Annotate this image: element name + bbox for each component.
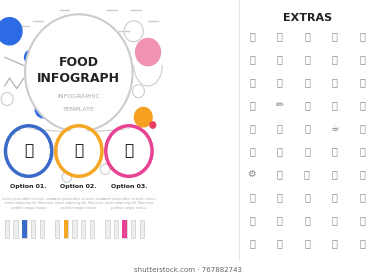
Bar: [123, 220, 127, 238]
Text: 🍐: 🍐: [305, 77, 310, 87]
Text: 🌽: 🌽: [305, 31, 310, 41]
Text: 🔍: 🔍: [305, 238, 310, 248]
Text: 🎂: 🎂: [277, 31, 283, 41]
Text: 🍇: 🍇: [305, 100, 310, 110]
Text: 🥗: 🥗: [332, 192, 338, 202]
Text: TEMPLATE: TEMPLATE: [63, 107, 95, 112]
Text: 🍱: 🍱: [305, 123, 310, 133]
Text: 🍔: 🍔: [250, 100, 255, 110]
Circle shape: [24, 50, 38, 65]
Circle shape: [8, 129, 49, 173]
Circle shape: [109, 129, 149, 173]
Text: 🍴: 🍴: [250, 123, 255, 133]
Circle shape: [111, 142, 128, 160]
Circle shape: [59, 129, 99, 173]
Text: shutterstock.com · 767882743: shutterstock.com · 767882743: [134, 267, 242, 273]
Text: 🎀: 🎀: [332, 238, 338, 248]
Text: ☕: ☕: [331, 123, 339, 133]
Text: 🎁: 🎁: [250, 238, 255, 248]
Bar: [64, 220, 68, 238]
Text: 🐸: 🐸: [359, 215, 365, 225]
Text: ⏰: ⏰: [359, 100, 365, 110]
Circle shape: [25, 14, 132, 132]
Text: 📋: 📋: [277, 238, 283, 248]
Text: INFOGRAPHIC: INFOGRAPHIC: [57, 94, 100, 99]
Text: 🍕: 🍕: [250, 31, 255, 41]
Text: 🍩: 🍩: [332, 169, 338, 179]
Text: ⚙️: ⚙️: [248, 169, 257, 179]
Bar: [81, 220, 85, 238]
Bar: [72, 220, 77, 238]
Text: Lorem ipsum dolor sit amet, consec
tetuer adipiscing elit. Maecenas
porttitor co: Lorem ipsum dolor sit amet, consec tetue…: [102, 197, 156, 210]
Text: 🥤: 🥤: [332, 146, 338, 156]
Bar: [55, 220, 59, 238]
Bar: [22, 220, 26, 238]
Text: 🍜: 🍜: [250, 77, 255, 87]
Text: 🫘: 🫘: [277, 192, 283, 202]
Circle shape: [49, 111, 56, 118]
Bar: [131, 220, 135, 238]
Text: Option 02.: Option 02.: [61, 184, 97, 189]
Bar: [64, 220, 68, 238]
Text: 🥐: 🥐: [359, 31, 365, 41]
Bar: [123, 220, 127, 238]
Text: 🦆: 🦆: [359, 123, 365, 133]
Text: 🦞: 🦞: [359, 146, 365, 156]
Text: 🍾: 🍾: [332, 100, 338, 110]
Bar: [39, 220, 44, 238]
Text: 🥫: 🥫: [332, 77, 338, 87]
Text: 🍞: 🍞: [359, 77, 365, 87]
Text: 🐟: 🐟: [359, 169, 365, 179]
Text: 🥛: 🥛: [359, 54, 365, 64]
Text: ✏️: ✏️: [276, 100, 284, 110]
Text: 🖼️: 🖼️: [305, 169, 310, 179]
Text: EXTRAS: EXTRAS: [283, 13, 332, 23]
Text: 🎂: 🎂: [74, 144, 83, 158]
Text: 🦐: 🦐: [124, 144, 133, 158]
Text: 🧅: 🧅: [305, 146, 310, 156]
Text: 🍄: 🍄: [250, 215, 255, 225]
Bar: [114, 220, 118, 238]
Circle shape: [0, 17, 23, 46]
Text: INFOGRAPH: INFOGRAPH: [37, 72, 120, 85]
Text: 🍲: 🍲: [24, 144, 33, 158]
Text: 🫙: 🫙: [359, 238, 365, 248]
Bar: [5, 220, 9, 238]
Bar: [90, 220, 94, 238]
Bar: [140, 220, 144, 238]
Text: 🍗: 🍗: [332, 31, 338, 41]
Text: 🧳: 🧳: [305, 192, 310, 202]
Bar: [22, 220, 26, 238]
Bar: [31, 220, 35, 238]
Text: 🍦: 🍦: [250, 146, 255, 156]
Text: 🌺: 🌺: [277, 169, 283, 179]
Text: 🌩️: 🌩️: [332, 215, 338, 225]
Text: FOOD: FOOD: [59, 56, 99, 69]
Circle shape: [35, 100, 52, 118]
Bar: [105, 220, 109, 238]
Text: 🧁: 🧁: [277, 146, 283, 156]
Text: Option 03.: Option 03.: [111, 184, 147, 189]
Text: 🐠: 🐠: [359, 192, 365, 202]
Text: Lorem ipsum dolor sit amet, consec
tetuer adipiscing elit. Maecenas
porttitor co: Lorem ipsum dolor sit amet, consec tetue…: [52, 197, 106, 210]
Text: 🎂: 🎂: [277, 123, 283, 133]
Circle shape: [149, 121, 156, 129]
Bar: [14, 220, 18, 238]
Circle shape: [135, 38, 161, 66]
Circle shape: [134, 107, 153, 128]
Text: 🥚: 🥚: [305, 215, 310, 225]
Text: 🍒: 🍒: [305, 54, 310, 64]
Text: Lorem ipsum dolor sit amet, consec
tetuer adipiscing elit. Maecenas
porttitor co: Lorem ipsum dolor sit amet, consec tetue…: [2, 197, 56, 210]
Text: 🍩: 🍩: [250, 54, 255, 64]
Text: 🧁: 🧁: [250, 192, 255, 202]
Text: 🍔: 🍔: [332, 54, 338, 64]
Text: 🫑: 🫑: [277, 215, 283, 225]
Text: 🥤: 🥤: [277, 54, 283, 64]
Text: 🥪: 🥪: [277, 77, 283, 87]
Text: Option 01.: Option 01.: [10, 184, 47, 189]
